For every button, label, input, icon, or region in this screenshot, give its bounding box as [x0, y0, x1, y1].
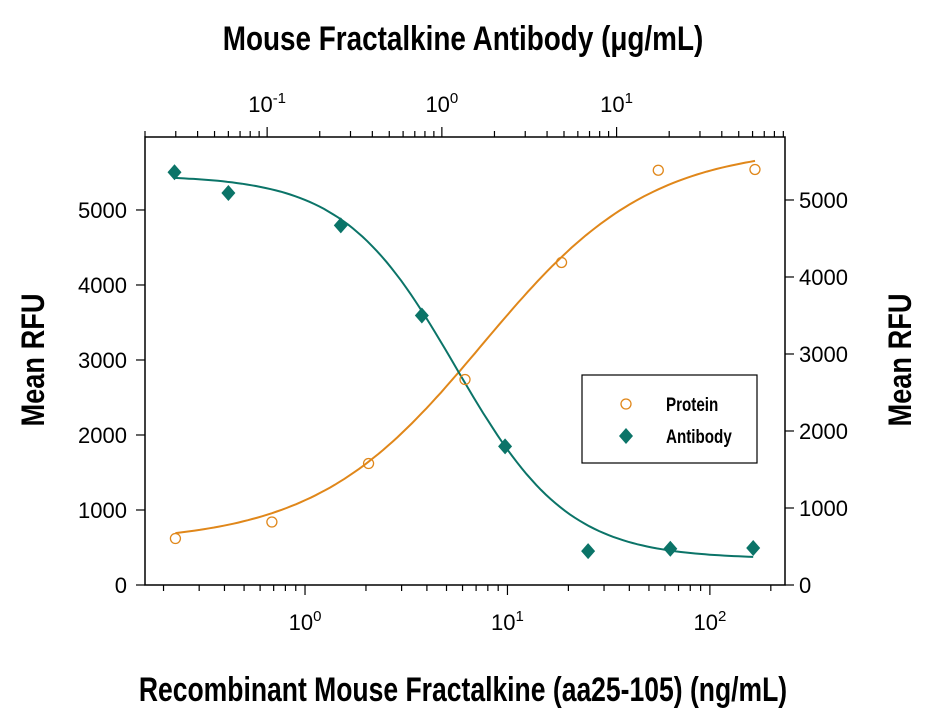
plot-frame: [144, 136, 786, 586]
left-axis-tick-label: 5000: [78, 198, 127, 223]
legend-protein-marker: [620, 398, 632, 410]
antibody-data-point: [221, 185, 236, 202]
left-axis-tick-label: 3000: [78, 348, 127, 373]
top-axis-title: Mouse Fractalkine Antibody (μg/mL): [223, 19, 704, 57]
legend-antibody-label: Antibody: [666, 425, 732, 447]
protein-data-point: [459, 373, 471, 386]
right-axis-tick-label: 3000: [799, 342, 848, 367]
left-axis-tick-label: 2000: [78, 423, 127, 448]
legend-box: [581, 374, 758, 464]
antibody-fit-curve: [174, 176, 754, 558]
protein-data-point: [555, 256, 568, 269]
top-axis-tick-label: 101: [600, 90, 633, 117]
antibody-data-point: [746, 540, 761, 557]
left-axis-tick-label: 4000: [78, 273, 127, 298]
bottom-axis-title: Recombinant Mouse Fractalkine (aa25-105)…: [139, 671, 787, 709]
bottom-axis-tick-label: 101: [491, 608, 524, 635]
top-axis-tick-label: 100: [425, 90, 458, 117]
right-axis-tick-label: 2000: [799, 419, 848, 444]
right-axis-tick-label: 1000: [799, 496, 848, 521]
legend: Protein Antibody: [581, 374, 758, 464]
bottom-axis-tick-label: 102: [693, 608, 726, 635]
legend-antibody-marker: [619, 428, 633, 444]
antibody-data-point: [333, 217, 348, 234]
protein-data-point: [266, 516, 278, 528]
protein-data-point: [362, 457, 375, 470]
left-axis-tick-label: 0: [115, 573, 127, 598]
protein-data-point: [169, 532, 182, 545]
right-axis-title: Mean RFU: [883, 294, 919, 427]
left-axis-tick-label: 1000: [78, 498, 127, 523]
right-axis-tick-label: 4000: [799, 265, 848, 290]
antibody-data-point: [663, 540, 678, 557]
legend-protein-label: Protein: [666, 393, 718, 415]
bottom-axis-tick-label: 100: [289, 608, 322, 635]
protein-data-point: [652, 164, 664, 176]
antibody-data-point: [414, 307, 429, 324]
right-axis-tick-label: 5000: [799, 188, 848, 213]
protein-data-point: [749, 163, 761, 176]
top-axis-tick-label: 10-1: [248, 90, 286, 117]
protein-fit-curve: [175, 159, 756, 535]
antibody-data-point: [167, 164, 182, 181]
right-axis-tick-label: 0: [799, 573, 811, 598]
antibody-data-point: [498, 438, 513, 455]
left-axis-title: Mean RFU: [16, 294, 52, 427]
antibody-data-point: [581, 543, 596, 560]
